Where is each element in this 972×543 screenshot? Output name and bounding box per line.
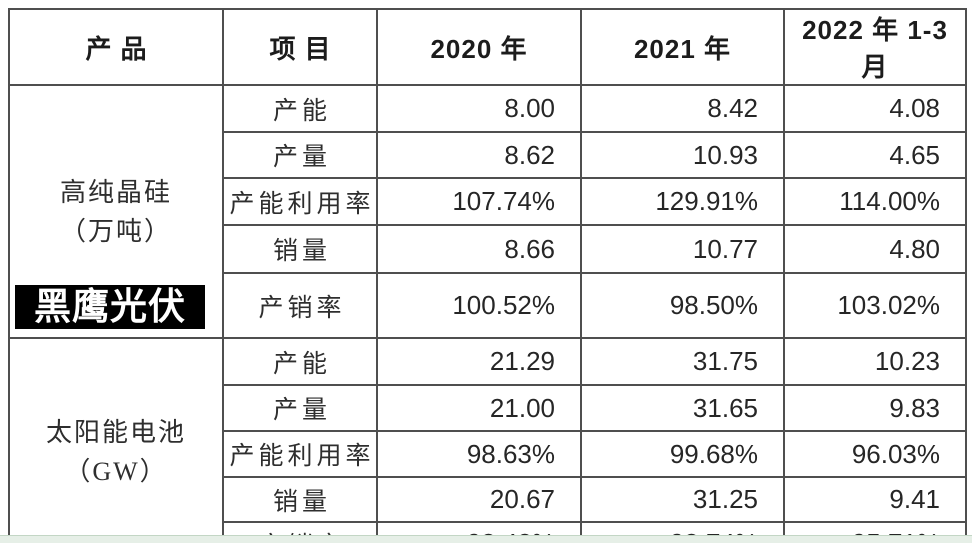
product-unit: （GW）: [64, 456, 168, 486]
product-cell-solar: 太阳能电池 （GW）: [8, 337, 224, 543]
item-label: 产能: [222, 337, 378, 386]
table-row: 产量 8.62 10.93 4.65: [9, 131, 967, 179]
table-row: 销量 8.66 10.77 4.80: [9, 224, 967, 274]
product-name-line1: 太阳能电池: [45, 417, 186, 447]
value-2020: 107.74%: [376, 177, 582, 226]
item-label: 产能利用率: [222, 430, 378, 478]
value-2022: 96.03%: [783, 430, 967, 478]
value-2021: 8.42: [580, 84, 785, 133]
watermark-logo: 黑鹰光伏: [15, 285, 205, 329]
table-row: 太阳能电池 （GW） 产能 21.29 31.75 10.23: [8, 337, 967, 543]
value-2020: 8.62: [376, 131, 582, 179]
table-header-row: 产品 项目 2020 年 2021 年 2022 年 1-3 月: [8, 8, 967, 86]
value-2020: 8.66: [376, 224, 582, 274]
value-2022: 10.23: [783, 337, 967, 386]
header-2022: 2022 年 1-3 月: [783, 8, 967, 86]
value-2021: 10.93: [580, 131, 785, 179]
value-2021: 99.68%: [580, 430, 785, 478]
item-label: 产量: [222, 131, 378, 179]
header-2020: 2020 年: [376, 8, 582, 86]
item-label: 产能: [222, 84, 378, 133]
item-label: 产销率: [222, 272, 378, 339]
value-2021: 31.25: [580, 476, 785, 523]
value-2020: 98.63%: [376, 430, 582, 478]
value-2022: 9.83: [783, 384, 967, 432]
item-label: 销量: [222, 476, 378, 523]
capacity-utilization-table: 产品 项目 2020 年 2021 年 2022 年 1-3 月 高纯晶硅 （万…: [8, 8, 967, 543]
table-row: 高纯晶硅 （万吨） 黑鹰光伏 产能 8.00 8.42 4.08: [8, 84, 967, 339]
value-2021: 10.77: [580, 224, 785, 274]
header-product: 产品: [8, 8, 224, 86]
value-2020: 20.67: [376, 476, 582, 523]
table-row: 产销率 100.52% 98.50% 103.02%: [9, 272, 967, 339]
value-2020: 100.52%: [376, 272, 582, 339]
value-2022: 114.00%: [783, 177, 967, 226]
item-label: 销量: [222, 224, 378, 274]
value-2021: 31.75: [580, 337, 785, 386]
item-label: 产量: [222, 384, 378, 432]
table-row: 产能利用率 107.74% 129.91% 114.00%: [9, 177, 967, 226]
value-2022: 9.41: [783, 476, 967, 523]
product-name: 太阳能电池 （GW）: [11, 413, 221, 491]
header-item: 项目: [222, 8, 378, 86]
product-name: 高纯晶硅 （万吨）: [11, 173, 221, 251]
value-2022: 4.80: [783, 224, 967, 274]
value-2022: 4.65: [783, 131, 967, 179]
value-2022: 4.08: [783, 84, 967, 133]
product-name-line1: 高纯晶硅: [59, 177, 172, 207]
table-row: 产量 21.00 31.65 9.83: [9, 384, 967, 432]
table-row: 销量 20.67 31.25 9.41: [9, 476, 967, 523]
value-2021: 129.91%: [580, 177, 785, 226]
item-label: 产能利用率: [222, 177, 378, 226]
product-cell-silicon: 高纯晶硅 （万吨） 黑鹰光伏: [8, 84, 224, 339]
value-2022: 103.02%: [783, 272, 967, 339]
page-bottom-strip: [0, 535, 972, 543]
product-unit: （万吨）: [59, 216, 172, 246]
value-2021: 98.50%: [580, 272, 785, 339]
value-2020: 21.00: [376, 384, 582, 432]
table-row: 产能利用率 98.63% 99.68% 96.03%: [9, 430, 967, 478]
value-2020: 21.29: [376, 337, 582, 386]
header-2021: 2021 年: [580, 8, 785, 86]
value-2020: 8.00: [376, 84, 582, 133]
value-2021: 31.65: [580, 384, 785, 432]
